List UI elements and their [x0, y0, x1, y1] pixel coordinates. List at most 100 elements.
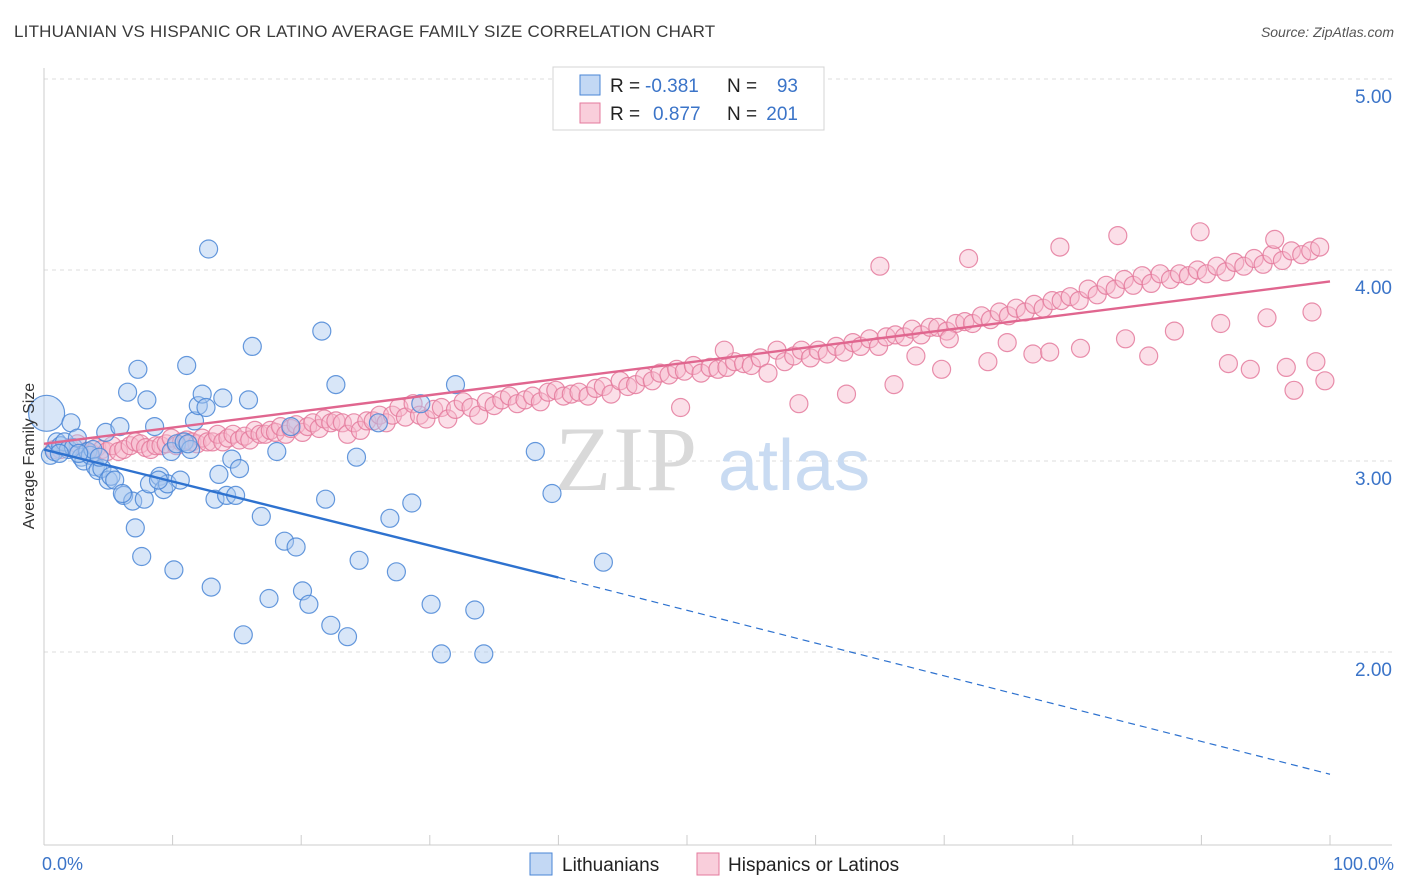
- data-point: [166, 434, 187, 454]
- data-point: [1257, 308, 1277, 328]
- y-tick-labels: 2.00 3.00 4.00 5.00: [1355, 87, 1392, 681]
- data-point: [1070, 338, 1091, 358]
- data-point: [386, 562, 406, 582]
- data-point: [1284, 380, 1304, 400]
- data-point: [884, 375, 904, 395]
- data-point: [758, 363, 778, 383]
- data-point: [188, 396, 208, 416]
- chart-title: LITHUANIAN VS HISPANIC OR LATINO AVERAGE…: [14, 22, 716, 41]
- data-point: [546, 380, 566, 400]
- data-point: [1262, 245, 1282, 265]
- legend-swatch-blue: [579, 74, 601, 96]
- data-point: [438, 409, 458, 429]
- data-point: [1150, 264, 1170, 284]
- data-point: [1240, 359, 1260, 379]
- data-point: [213, 432, 233, 452]
- data-point: [939, 329, 959, 349]
- data-point: [112, 483, 133, 504]
- data-point: [1276, 357, 1296, 377]
- bottom-legend-label-lithuanians: Lithuanians: [562, 855, 659, 876]
- data-point: [1139, 346, 1159, 366]
- trend-lines: [43, 280, 1331, 775]
- data-point: [997, 333, 1017, 353]
- data-point: [251, 506, 271, 527]
- data-point: [714, 340, 734, 360]
- data-point: [1281, 241, 1302, 261]
- data-point: [553, 386, 574, 406]
- data-point: [542, 483, 562, 504]
- data-point: [350, 420, 370, 440]
- data-point: [170, 470, 190, 490]
- y-axis-label: Average Family Size: [21, 383, 38, 530]
- data-point: [670, 397, 691, 418]
- data-point: [538, 382, 558, 402]
- data-point: [337, 627, 358, 647]
- bottom-legend-swatch-hispanics: [696, 852, 720, 876]
- legend-n-label-1: N =: [727, 76, 757, 97]
- data-point: [27, 394, 66, 432]
- data-point: [431, 397, 451, 418]
- data-point: [870, 256, 890, 276]
- chart-source: Source: ZipAtlas.com: [1260, 24, 1394, 40]
- data-point: [1265, 229, 1285, 249]
- data-point: [578, 386, 598, 406]
- data-point: [164, 560, 184, 580]
- data-point: [499, 386, 520, 406]
- watermark-atlas: atlas: [718, 426, 870, 506]
- data-point: [1040, 342, 1060, 362]
- data-point: [242, 336, 262, 356]
- data-point: [836, 384, 857, 404]
- data-point: [349, 550, 369, 570]
- data-point: [128, 359, 148, 379]
- data-point: [1196, 264, 1217, 284]
- data-point: [618, 376, 638, 397]
- data-point: [309, 418, 329, 439]
- data-point: [229, 430, 250, 450]
- data-point: [445, 375, 466, 395]
- trend-line-lithuanians-extrapolated: [558, 576, 1331, 775]
- data-point: [132, 546, 152, 567]
- data-point: [259, 588, 279, 609]
- trend-line-hispanics: [43, 280, 1331, 446]
- data-point: [213, 388, 233, 408]
- data-point: [209, 464, 229, 484]
- data-point: [267, 441, 287, 462]
- trend-line-lithuanians: [43, 448, 559, 579]
- data-point: [1310, 237, 1330, 257]
- legend-r-value-1: -0.381: [645, 76, 699, 97]
- legend-n-value-2: 201: [766, 104, 798, 125]
- data-point: [1050, 237, 1070, 257]
- legend-r-label-2: R =: [610, 104, 640, 125]
- data-point: [1306, 352, 1326, 372]
- data-point: [250, 424, 270, 444]
- axes: [43, 68, 1392, 846]
- data-point: [958, 248, 979, 269]
- data-point: [1234, 256, 1254, 276]
- bottom-legend-swatch-lithuanians: [529, 852, 553, 876]
- data-point: [274, 531, 295, 551]
- data-point: [1315, 371, 1335, 391]
- data-point: [474, 644, 494, 664]
- data-point: [1302, 302, 1322, 322]
- data-point: [117, 382, 138, 402]
- data-point: [1108, 226, 1128, 246]
- x-tick-label-max: 100.0%: [1333, 854, 1394, 874]
- data-point: [326, 375, 346, 395]
- data-point: [130, 434, 150, 454]
- series-legend: Lithuanians Hispanics or Latinos: [529, 852, 899, 876]
- data-point: [346, 447, 367, 467]
- data-point: [196, 397, 216, 418]
- legend-n-value-1: 93: [777, 76, 798, 97]
- x-ticks: [43, 835, 1331, 845]
- data-point: [1164, 321, 1185, 341]
- bottom-legend-label-hispanics: Hispanics or Latinos: [728, 855, 899, 876]
- data-point: [134, 489, 154, 509]
- data-point: [229, 459, 250, 479]
- y-tick-label: 5.00: [1355, 87, 1392, 108]
- data-point: [145, 417, 165, 437]
- data-point: [525, 441, 545, 462]
- data-point: [380, 508, 400, 528]
- data-point: [137, 390, 157, 410]
- data-point: [205, 489, 225, 509]
